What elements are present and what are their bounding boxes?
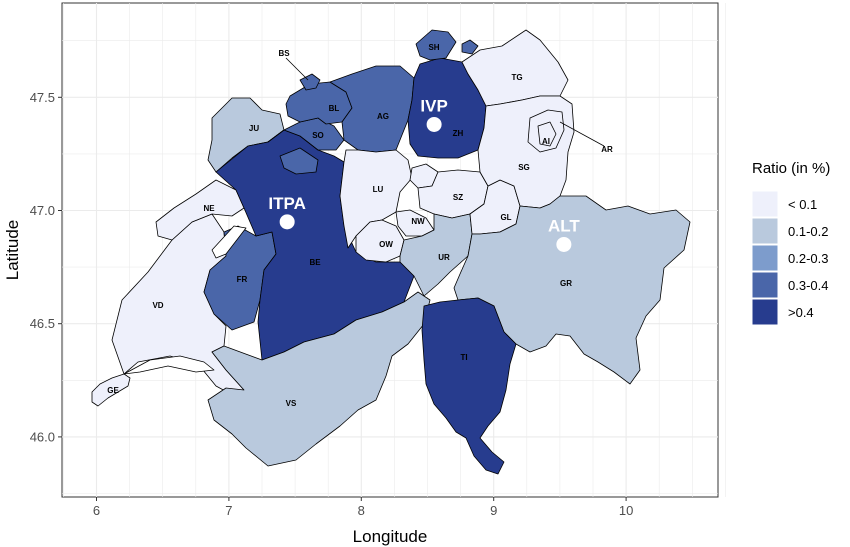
canton-labels: GE VD NE JU BE FR VS SO BL BS AG LU OW N… bbox=[107, 43, 613, 408]
y-axis-title: Latitude bbox=[3, 220, 22, 281]
site-label-ivp: IVP bbox=[420, 96, 447, 115]
x-axis: 6 7 8 9 10 bbox=[93, 497, 633, 518]
canton-label-so: SO bbox=[312, 131, 324, 140]
canton-ge bbox=[91, 373, 131, 407]
canton-label-bs: BS bbox=[278, 49, 290, 58]
legend-label: 0.2-0.3 bbox=[788, 251, 828, 266]
canton-label-ge: GE bbox=[107, 386, 119, 395]
canton-label-vd: VD bbox=[152, 301, 163, 310]
x-tick-label: 6 bbox=[93, 503, 100, 518]
canton-regions bbox=[91, 29, 691, 475]
canton-label-ur: UR bbox=[438, 253, 450, 262]
canton-label-ne: NE bbox=[203, 204, 215, 213]
canton-ti bbox=[421, 297, 517, 475]
y-axis: 46.0 46.5 47.0 47.5 bbox=[30, 90, 62, 444]
site-label-alt: ALT bbox=[548, 216, 580, 235]
legend-swatch bbox=[751, 190, 779, 218]
x-tick-label: 8 bbox=[358, 503, 365, 518]
canton-label-gl: GL bbox=[500, 213, 511, 222]
canton-label-ju: JU bbox=[249, 124, 259, 133]
site-label-itpa: ITPA bbox=[268, 194, 305, 213]
canton-label-sh: SH bbox=[428, 43, 439, 52]
canton-label-lu: LU bbox=[373, 185, 384, 194]
canton-ai bbox=[537, 121, 557, 147]
canton-lu bbox=[339, 149, 413, 249]
x-tick-label: 10 bbox=[619, 503, 633, 518]
legend-swatch bbox=[751, 244, 779, 272]
ar-leader-line bbox=[559, 121, 605, 147]
canton-ag bbox=[329, 65, 415, 153]
x-tick-label: 7 bbox=[225, 503, 232, 518]
legend-label: >0.4 bbox=[788, 305, 814, 320]
lake-neuchatel bbox=[211, 225, 247, 259]
canton-sh-part bbox=[461, 39, 479, 55]
canton-label-sz: SZ bbox=[453, 193, 463, 202]
canton-label-fr: FR bbox=[237, 275, 248, 284]
legend-items: < 0.1 0.1-0.2 0.2-0.3 0.3-0.4 >0.4 bbox=[751, 190, 828, 326]
legend-swatch bbox=[751, 298, 779, 326]
canton-label-ag: AG bbox=[377, 112, 389, 121]
legend-label: < 0.1 bbox=[788, 197, 817, 212]
canton-so-part bbox=[279, 147, 319, 175]
canton-label-gr: GR bbox=[560, 279, 572, 288]
canton-bl bbox=[285, 81, 353, 125]
site-marker-alt bbox=[556, 236, 572, 252]
y-tick-label: 47.5 bbox=[30, 90, 55, 105]
callout-lines bbox=[285, 57, 605, 147]
legend-label: 0.1-0.2 bbox=[788, 224, 828, 239]
canton-label-ar: AR bbox=[601, 145, 613, 154]
canton-label-zh: ZH bbox=[453, 129, 464, 138]
canton-label-nw: NW bbox=[411, 217, 425, 226]
canton-ne bbox=[155, 179, 245, 241]
canton-label-ti: TI bbox=[460, 353, 467, 362]
canton-label-be: BE bbox=[309, 258, 321, 267]
canton-label-sg: SG bbox=[518, 163, 530, 172]
x-tick-label: 9 bbox=[490, 503, 497, 518]
legend: Ratio (in %) < 0.1 0.1-0.2 0.2-0.3 0.3-0.4 >… bbox=[751, 160, 830, 326]
site-marker-itpa bbox=[279, 214, 295, 230]
legend-swatch bbox=[751, 271, 779, 299]
x-axis-title: Longitude bbox=[353, 527, 428, 546]
y-tick-label: 47.0 bbox=[30, 203, 55, 218]
canton-label-tg: TG bbox=[511, 73, 522, 82]
canton-bs bbox=[299, 73, 321, 91]
lake-geneva bbox=[123, 355, 215, 375]
bs-leader-line bbox=[285, 57, 309, 81]
legend-swatch bbox=[751, 217, 779, 245]
site-marker-ivp bbox=[426, 116, 442, 132]
canton-vs bbox=[207, 291, 431, 467]
canton-label-ow: OW bbox=[379, 240, 393, 249]
y-tick-label: 46.0 bbox=[30, 429, 55, 444]
legend-label: 0.3-0.4 bbox=[788, 278, 828, 293]
canton-label-ai: AI bbox=[542, 137, 550, 146]
canton-label-vs: VS bbox=[286, 399, 297, 408]
legend-title: Ratio (in %) bbox=[752, 160, 830, 177]
y-tick-label: 46.5 bbox=[30, 316, 55, 331]
canton-label-bl: BL bbox=[329, 104, 340, 113]
canton-sh bbox=[415, 29, 457, 61]
site-markers: ITPA IVP ALT bbox=[268, 96, 580, 252]
